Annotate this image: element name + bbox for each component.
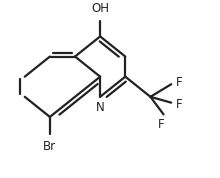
Text: F: F bbox=[176, 98, 182, 111]
Text: Br: Br bbox=[43, 140, 57, 153]
Text: OH: OH bbox=[91, 2, 109, 15]
Text: F: F bbox=[176, 76, 182, 89]
Text: N: N bbox=[96, 101, 104, 114]
Text: F: F bbox=[158, 118, 165, 131]
